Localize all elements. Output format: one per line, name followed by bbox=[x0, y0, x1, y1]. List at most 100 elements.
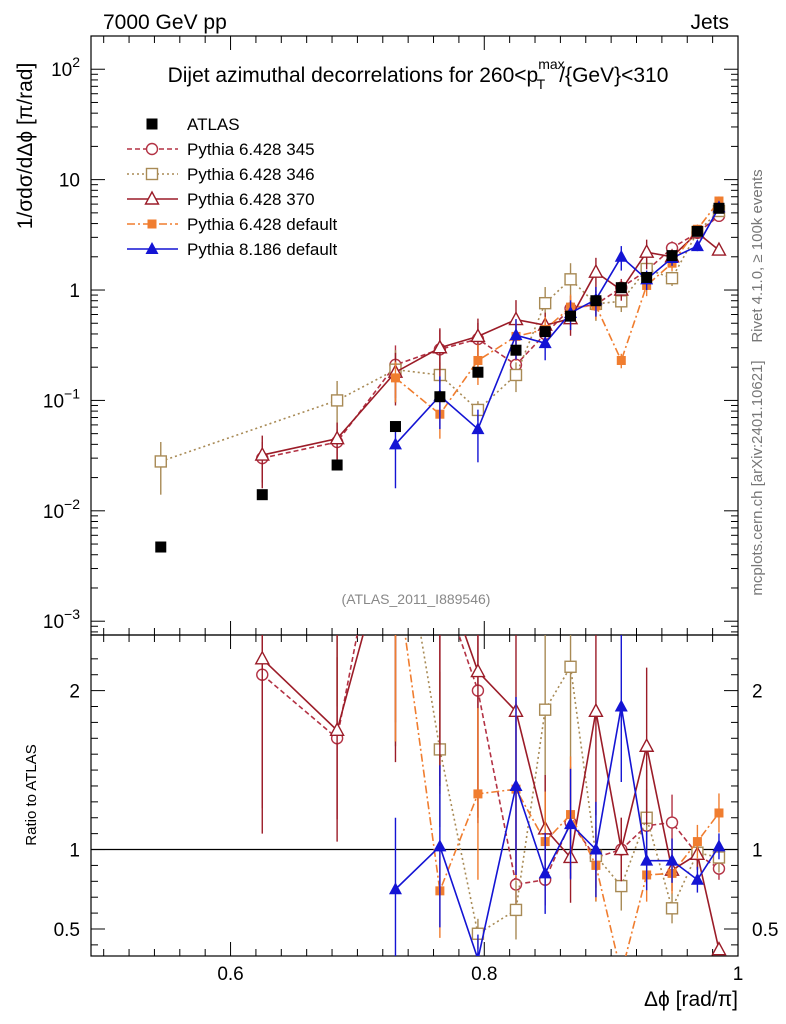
x-axis-title: Δϕ [rad/π] bbox=[644, 988, 738, 1011]
ratio-point-pythia-6-428-346 bbox=[155, 49, 166, 60]
ratio-point-pythia-6-428-346 bbox=[564, 660, 577, 673]
ratio-point-pythia-6-428-370 bbox=[254, 650, 270, 665]
x-tick-label: 0.8 bbox=[471, 964, 497, 985]
ratio-point-pythia-6-428-345 bbox=[434, 574, 445, 585]
ratio-point-pythia-6-428-default bbox=[692, 837, 702, 847]
data-point-pythia-6-428-default bbox=[616, 355, 626, 365]
analysis-label: (ATLAS_2011_I889546) bbox=[342, 591, 491, 607]
data-point-atlas bbox=[331, 459, 343, 471]
legend-marker-pythia-6-428-370 bbox=[144, 190, 160, 205]
legend-label-pythia-6-428-370: Pythia 6.428 370 bbox=[187, 190, 315, 209]
data-point-atlas bbox=[615, 282, 627, 294]
data-point-pythia-6-428-370 bbox=[711, 241, 727, 256]
ratio-point-pythia-8-186-default bbox=[589, 842, 603, 855]
y-tick-label-base: 10 bbox=[43, 612, 64, 633]
title-suffix: /{GeV}<310 bbox=[559, 64, 668, 87]
y-tick-label-base: 10 bbox=[43, 391, 64, 412]
ratio-point-pythia-6-428-default bbox=[714, 808, 724, 818]
ratio-point-pythia-8-186-default bbox=[388, 882, 402, 895]
series-main bbox=[154, 196, 727, 553]
series-line-pythia-6-428-346 bbox=[160, 210, 720, 463]
ratio-point-pythia-8-186-default bbox=[564, 817, 578, 830]
legend-label-atlas: ATLAS bbox=[187, 115, 240, 134]
ratio-point-pythia-6-428-370 bbox=[711, 941, 727, 956]
data-point-pythia-6-428-346 bbox=[538, 296, 552, 310]
y-tick-label-exp: −2 bbox=[64, 496, 80, 512]
data-point-atlas bbox=[641, 271, 653, 283]
ratio-point-pythia-6-428-default bbox=[473, 789, 483, 799]
ratio-axis-title: Ratio to ATLAS bbox=[23, 744, 40, 845]
legend-marker-pythia-8-186-default bbox=[145, 242, 159, 254]
legend-label-pythia-6-428-346: Pythia 6.428 346 bbox=[187, 165, 315, 184]
data-point-pythia-6-428-346 bbox=[665, 271, 679, 285]
ratio-line-pythia-6-428-346 bbox=[419, 635, 720, 936]
ratio-point-pythia-6-428-370 bbox=[433, 556, 446, 568]
ratio-point-pythia-8-186-default bbox=[614, 699, 628, 712]
ratio-point-pythia-6-428-370 bbox=[470, 663, 486, 678]
title-prefix: Dijet azimuthal decorrelations for 260<p bbox=[168, 64, 539, 87]
data-point-pythia-8-186-default bbox=[388, 437, 402, 450]
data-point-atlas bbox=[590, 295, 602, 307]
data-point-pythia-6-428-370 bbox=[588, 263, 604, 278]
y-tick-label-exp: 2 bbox=[72, 54, 80, 70]
rivet-label: Rivet 4.1.0, ≥ 100k events bbox=[749, 169, 766, 342]
data-point-pythia-6-428-370 bbox=[470, 327, 486, 343]
ratio-point-pythia-6-428-346 bbox=[615, 879, 628, 893]
data-point-atlas bbox=[713, 202, 725, 214]
ratio-point-pythia-6-428-346 bbox=[509, 903, 523, 917]
data-point-atlas bbox=[472, 366, 484, 378]
series-line-pythia-6-428-default bbox=[394, 200, 720, 416]
data-point-pythia-6-428-346 bbox=[154, 455, 167, 468]
data-point-atlas bbox=[666, 250, 678, 262]
ratio-point-pythia-6-428-370 bbox=[389, 509, 402, 521]
y-tick-label: 1 bbox=[69, 281, 80, 302]
data-point-atlas bbox=[434, 391, 446, 403]
data-point-pythia-6-428-346 bbox=[330, 394, 344, 407]
ratio-point-pythia-6-428-370 bbox=[588, 702, 604, 717]
chart-title: Dijet azimuthal decorrelations for 260<p… bbox=[168, 56, 669, 92]
ratio-point-pythia-6-428-370 bbox=[613, 841, 629, 856]
legend-marker-pythia-6-428-default bbox=[147, 219, 157, 229]
ratio-point-pythia-6-428-370 bbox=[638, 737, 655, 752]
ratio-tick-label: 1 bbox=[69, 841, 80, 862]
legend-label-pythia-6-428-345: Pythia 6.428 345 bbox=[187, 140, 315, 159]
data-point-atlas bbox=[389, 421, 401, 433]
x-tick-label: 0.6 bbox=[217, 964, 243, 985]
ratio-point-pythia-8-186-default bbox=[433, 839, 447, 852]
data-point-atlas bbox=[539, 326, 551, 338]
y-tick-label-exp: −3 bbox=[64, 606, 80, 622]
data-point-pythia-8-186-default bbox=[690, 239, 704, 252]
series-ratio bbox=[155, 49, 727, 978]
x-tick-label: 1 bbox=[733, 964, 744, 985]
ratio-point-pythia-8-186-default bbox=[509, 778, 523, 791]
legend-marker-pythia-6-428-346 bbox=[145, 167, 159, 181]
legend-marker-atlas bbox=[146, 118, 158, 130]
data-point-atlas bbox=[256, 489, 268, 501]
y-tick-label: 10 bbox=[59, 171, 80, 192]
y-tick-label-base: 10 bbox=[51, 60, 72, 81]
y-tick-label: 10−3 bbox=[43, 606, 80, 633]
data-point-pythia-8-186-default bbox=[509, 328, 523, 341]
ratio-point-pythia-6-428-370 bbox=[329, 721, 345, 737]
data-point-pythia-8-186-default bbox=[538, 336, 552, 349]
ratio-point-pythia-6-428-default bbox=[617, 969, 626, 978]
data-point-pythia-6-428-370 bbox=[254, 446, 270, 461]
data-point-atlas bbox=[565, 310, 577, 322]
legend: ATLAS Pythia 6.428 345 Pythia 6.428 346 Pyt… bbox=[127, 115, 338, 259]
ratio-point-pythia-6-428-345 bbox=[665, 816, 679, 829]
ratio-frame bbox=[90, 634, 739, 957]
ratio-point-pythia-8-186-default bbox=[690, 872, 704, 885]
y-tick-label: 10−2 bbox=[43, 496, 80, 523]
ratio-point-pythia-8-186-default bbox=[640, 853, 654, 866]
ratio-point-pythia-8-186-default bbox=[538, 866, 552, 879]
ratio-tick-label-right: 2 bbox=[752, 682, 763, 703]
ratio-point-pythia-6-428-346 bbox=[538, 703, 552, 716]
data-point-pythia-6-428-346 bbox=[564, 273, 577, 286]
y-tick-label: 10−1 bbox=[43, 385, 80, 412]
legend-label-pythia-6-428-default: Pythia 6.428 default bbox=[187, 215, 338, 234]
data-point-pythia-6-428-346 bbox=[509, 368, 523, 382]
ratio-point-pythia-8-186-default bbox=[475, 952, 481, 956]
data-point-atlas bbox=[155, 541, 167, 553]
